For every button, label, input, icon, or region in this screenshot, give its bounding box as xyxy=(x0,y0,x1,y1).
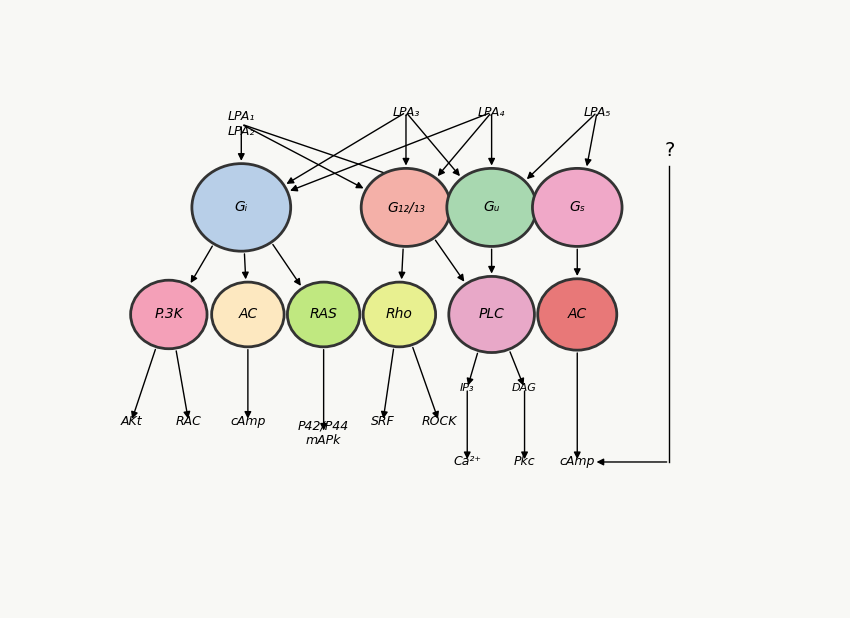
Ellipse shape xyxy=(192,164,291,251)
Text: PLC: PLC xyxy=(479,308,505,321)
Text: RAS: RAS xyxy=(309,308,337,321)
Text: LPA₄: LPA₄ xyxy=(478,106,505,119)
Text: DAG: DAG xyxy=(512,383,537,393)
Text: AC: AC xyxy=(568,308,586,321)
Text: Ca²⁺: Ca²⁺ xyxy=(453,455,481,468)
Text: Gₛ: Gₛ xyxy=(570,200,585,214)
Text: RAC: RAC xyxy=(176,415,201,428)
Text: IP₃: IP₃ xyxy=(460,383,474,393)
Text: ?: ? xyxy=(665,141,675,160)
Text: SRF: SRF xyxy=(371,415,394,428)
Ellipse shape xyxy=(363,282,435,347)
Ellipse shape xyxy=(131,280,207,349)
Text: LPA₅: LPA₅ xyxy=(583,106,610,119)
Ellipse shape xyxy=(361,168,450,247)
Text: cAmp: cAmp xyxy=(559,455,595,468)
Text: G₁₂/₁₃: G₁₂/₁₃ xyxy=(387,200,425,214)
Ellipse shape xyxy=(287,282,360,347)
Ellipse shape xyxy=(449,276,535,352)
Text: AKt: AKt xyxy=(121,415,142,428)
Text: Pkc: Pkc xyxy=(513,455,536,468)
Text: Gᵢ: Gᵢ xyxy=(235,200,248,214)
Text: LPA₃: LPA₃ xyxy=(393,106,420,119)
Text: AC: AC xyxy=(238,308,258,321)
Text: P42/P44
mAPk: P42/P44 mAPk xyxy=(298,420,349,447)
Ellipse shape xyxy=(212,282,284,347)
Ellipse shape xyxy=(538,279,617,350)
Text: Rho: Rho xyxy=(386,308,413,321)
Text: ROCK: ROCK xyxy=(421,415,456,428)
Text: Gᵤ: Gᵤ xyxy=(484,200,500,214)
Text: LPA₁
LPA₂: LPA₁ LPA₂ xyxy=(228,110,255,138)
Text: P.3K: P.3K xyxy=(155,308,184,321)
Ellipse shape xyxy=(447,168,536,247)
Text: cAmp: cAmp xyxy=(230,415,265,428)
Ellipse shape xyxy=(532,168,622,247)
